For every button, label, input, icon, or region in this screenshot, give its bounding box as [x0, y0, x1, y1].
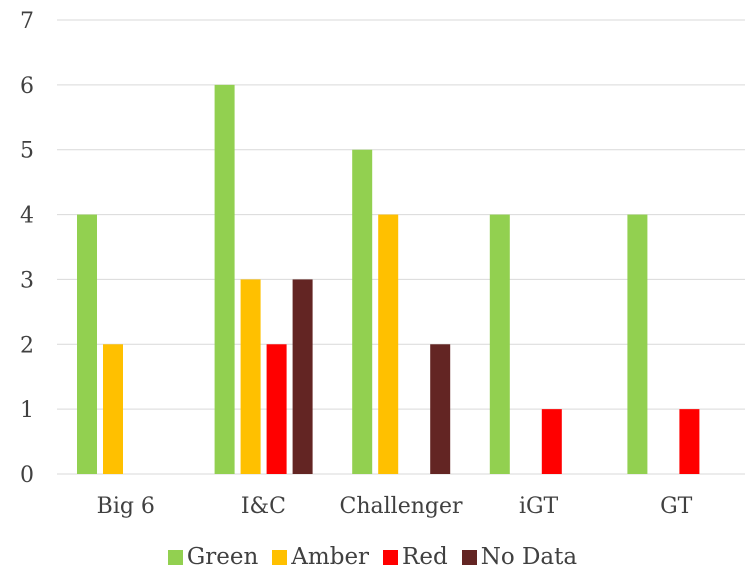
legend-label-no-data: No Data — [480, 544, 578, 570]
y-tick-label-2: 2 — [20, 333, 34, 358]
bar-gt-green — [627, 214, 648, 475]
y-axis-tick-labels: 0 1 2 3 4 5 6 7 — [20, 9, 34, 488]
legend-item-green: Green — [167, 544, 259, 570]
legend-swatch-green — [167, 549, 183, 565]
legend: Green Amber Red No Data — [0, 544, 745, 570]
bar-i-c-green — [214, 84, 235, 474]
bar-igt-red — [541, 409, 562, 474]
legend-item-red: Red — [383, 544, 448, 570]
bar-challenger-green — [352, 149, 373, 474]
y-tick-label-7: 7 — [20, 9, 34, 34]
bar-chart-plot: 0 1 2 3 4 5 6 7 Big 6 I&C Challenger iGT GT — [20, 9, 745, 519]
y-tick-label-6: 6 — [20, 74, 34, 99]
legend-label-red: Red — [402, 544, 448, 570]
bar-big-6-amber — [103, 344, 123, 474]
x-tick-label-big-6: Big 6 — [97, 494, 155, 519]
bar-challenger-no-data — [430, 344, 451, 474]
legend-label-green: Green — [186, 544, 259, 570]
bars — [77, 84, 700, 475]
y-tick-label-1: 1 — [20, 398, 34, 423]
x-tick-label-igt: iGT — [519, 494, 559, 519]
x-tick-label-challenger: Challenger — [340, 494, 463, 519]
legend-item-amber: Amber — [272, 544, 369, 570]
legend-item-no-data: No Data — [461, 544, 578, 570]
bar-i-c-amber — [240, 279, 261, 474]
bar-big-6-green — [77, 214, 97, 475]
y-tick-label-0: 0 — [20, 463, 34, 488]
x-tick-label-i-c: I&C — [241, 494, 286, 519]
x-tick-label-gt: GT — [660, 494, 693, 519]
bar-i-c-no-data — [292, 279, 313, 474]
legend-swatch-amber — [272, 549, 288, 565]
y-tick-label-5: 5 — [20, 139, 34, 164]
y-tick-label-3: 3 — [20, 268, 34, 293]
bar-challenger-amber — [378, 214, 399, 475]
legend-label-amber: Amber — [291, 544, 370, 570]
legend-swatch-red — [383, 549, 399, 565]
bar-i-c-red — [266, 344, 287, 474]
x-axis-tick-labels: Big 6 I&C Challenger iGT GT — [97, 494, 693, 519]
legend-swatch-no-data — [461, 549, 477, 565]
y-tick-label-4: 4 — [20, 204, 34, 229]
gridlines — [57, 19, 745, 475]
bar-gt-red — [679, 409, 700, 474]
bar-igt-green — [489, 214, 510, 475]
